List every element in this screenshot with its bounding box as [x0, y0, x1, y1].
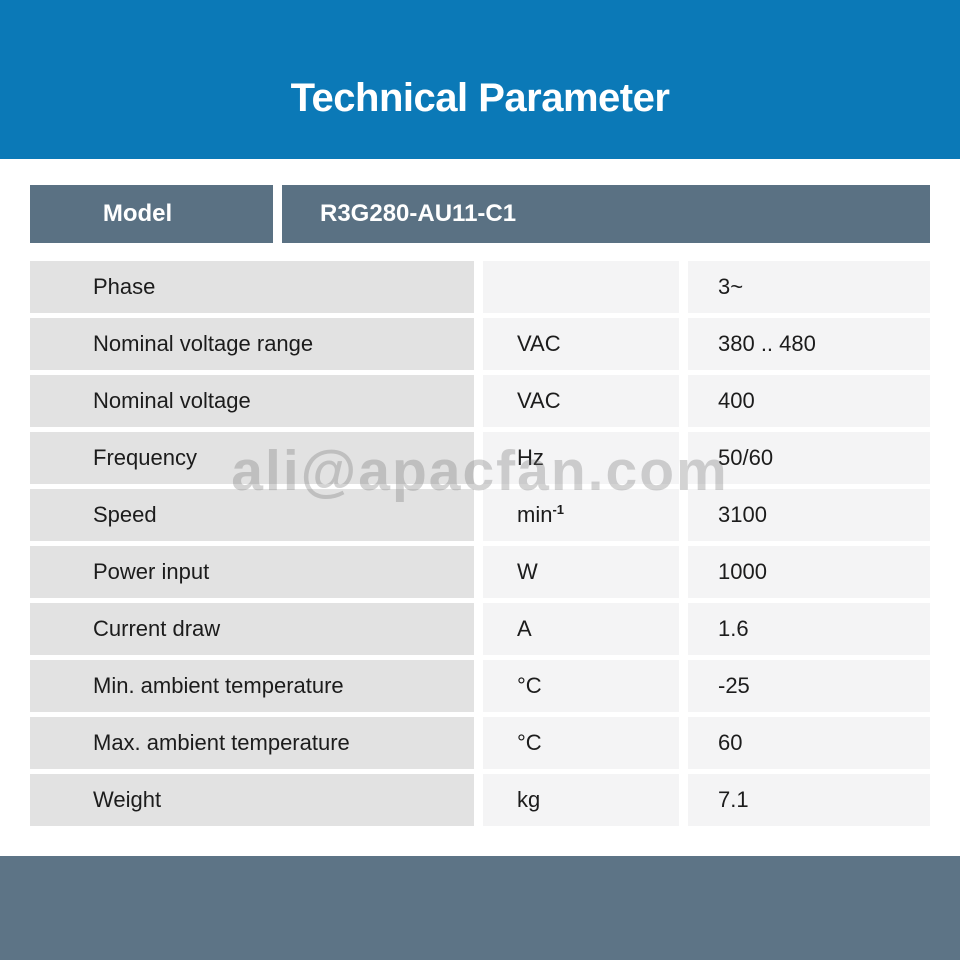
param-value-cell: 50/60 [688, 432, 930, 484]
param-unit: Hz [517, 445, 544, 470]
param-value-cell: 7.1 [688, 774, 930, 826]
table-row-current-draw: Current draw A 1.6 [30, 603, 930, 655]
param-value-cell: 1.6 [688, 603, 930, 655]
param-unit-cell: VAC [483, 318, 679, 370]
param-label: Frequency [93, 445, 197, 470]
param-value: 7.1 [718, 787, 749, 812]
param-unit: VAC [517, 331, 561, 356]
param-label-cell: Max. ambient temperature [30, 717, 474, 769]
param-unit: A [517, 616, 532, 641]
param-unit: min [517, 502, 553, 527]
table-row-phase: Phase 3~ [30, 261, 930, 313]
param-label-cell: Nominal voltage [30, 375, 474, 427]
param-unit: W [517, 559, 538, 584]
param-label-cell: Nominal voltage range [30, 318, 474, 370]
param-unit-cell: W [483, 546, 679, 598]
param-label-cell: Min. ambient temperature [30, 660, 474, 712]
parameter-table: Phase 3~ Nominal voltage range VAC 380 .… [30, 261, 930, 831]
title-banner: Technical Parameter [0, 0, 960, 159]
table-row-speed: Speed min -1 3100 [30, 489, 930, 541]
param-unit-cell: Hz [483, 432, 679, 484]
param-label: Power input [93, 559, 210, 584]
table-row-frequency: Frequency Hz 50/60 [30, 432, 930, 484]
param-label: Phase [93, 274, 156, 299]
param-value-cell: 1000 [688, 546, 930, 598]
param-unit-cell: VAC [483, 375, 679, 427]
model-number: R3G280-AU11-C1 [320, 200, 517, 227]
param-unit: °C [517, 730, 542, 755]
model-value-cell: R3G280-AU11-C1 [282, 185, 930, 243]
param-value: 3100 [718, 502, 767, 527]
table-row-nominal-voltage-range: Nominal voltage range VAC 380 .. 480 [30, 318, 930, 370]
param-value-cell: 400 [688, 375, 930, 427]
footer-bar: Genuine Product One-Year Warranty [0, 856, 960, 960]
param-value: 1000 [718, 559, 767, 584]
param-unit-cell: °C [483, 717, 679, 769]
param-label: Nominal voltage range [93, 331, 314, 356]
table-row-min-ambient-temperature: Min. ambient temperature °C -25 [30, 660, 930, 712]
param-value: 50/60 [718, 445, 774, 470]
param-label: Current draw [93, 616, 221, 641]
param-value-cell: 60 [688, 717, 930, 769]
param-unit-cell: min -1 [483, 489, 679, 541]
param-label-cell: Power input [30, 546, 474, 598]
param-value: 400 [718, 388, 755, 413]
param-unit-cell [483, 261, 679, 313]
param-unit-cell: °C [483, 660, 679, 712]
param-label-cell: Speed [30, 489, 474, 541]
param-label-cell: Frequency [30, 432, 474, 484]
param-unit: kg [517, 787, 541, 812]
param-label: Min. ambient temperature [93, 673, 344, 698]
table-row-max-ambient-temperature: Max. ambient temperature °C 60 [30, 717, 930, 769]
model-label-cell: Model [30, 185, 273, 243]
param-value-cell: -25 [688, 660, 930, 712]
param-label-cell: Current draw [30, 603, 474, 655]
param-value: 380 .. 480 [718, 331, 816, 356]
param-value: 3~ [718, 274, 744, 299]
model-header-row: Model R3G280-AU11-C1 [30, 185, 930, 243]
param-label: Max. ambient temperature [93, 730, 350, 755]
param-value-cell: 3100 [688, 489, 930, 541]
param-value-cell: 380 .. 480 [688, 318, 930, 370]
param-unit: °C [517, 673, 542, 698]
param-value-cell: 3~ [688, 261, 930, 313]
param-label-cell: Phase [30, 261, 474, 313]
table-row-power-input: Power input W 1000 [30, 546, 930, 598]
table-row-weight: Weight kg 7.1 [30, 774, 930, 826]
param-label: Speed [93, 502, 157, 527]
param-value: 60 [718, 730, 743, 755]
param-label: Weight [93, 787, 162, 812]
page-title: Technical Parameter [290, 76, 670, 120]
param-unit-exponent: -1 [552, 501, 565, 517]
param-label-cell: Weight [30, 774, 474, 826]
param-label: Nominal voltage [93, 388, 251, 413]
model-label: Model [102, 200, 173, 227]
param-value: 1.6 [718, 616, 749, 641]
param-unit-cell: A [483, 603, 679, 655]
param-unit-cell: kg [483, 774, 679, 826]
param-unit: VAC [517, 388, 561, 413]
table-row-nominal-voltage: Nominal voltage VAC 400 [30, 375, 930, 427]
param-value: -25 [718, 673, 750, 698]
